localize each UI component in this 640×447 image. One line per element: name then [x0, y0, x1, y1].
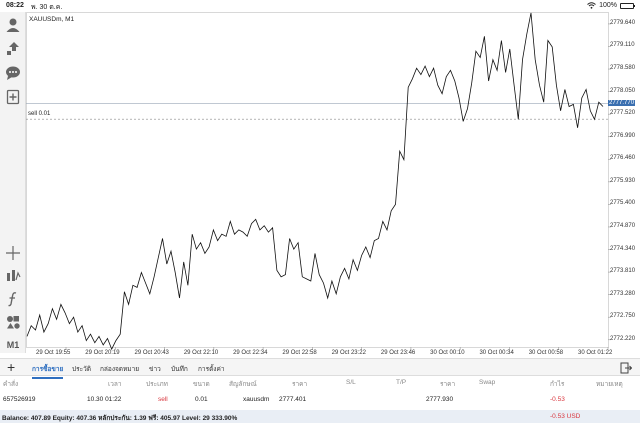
current-price-badge: 2777.770	[608, 99, 636, 106]
row-order: 657526919	[3, 396, 36, 403]
y-tick-label: 2778.050	[610, 87, 636, 94]
header-volume: ขนาด	[193, 381, 210, 388]
x-tick-label: 29 Oct 19:55	[36, 350, 71, 356]
exit-icon[interactable]	[620, 362, 632, 374]
account-icon[interactable]	[4, 16, 22, 34]
status-bar: 08:22 พ. 30 ต.ค. 100%	[0, 0, 640, 12]
wifi-icon	[587, 2, 596, 9]
tab-journal[interactable]: บันทึก	[171, 366, 188, 373]
y-tick-label: 2774.870	[610, 222, 636, 229]
x-tick-label: 29 Oct 20:43	[134, 350, 169, 356]
y-tick-label: 2772.220	[610, 335, 636, 342]
row-current-price: 2777.930	[426, 396, 454, 403]
crosshair-icon[interactable]	[4, 244, 22, 262]
x-tick-label: 30 Oct 00:10	[430, 350, 465, 356]
new-order-icon[interactable]	[4, 88, 22, 106]
price-series-line	[26, 12, 604, 351]
table-row[interactable]: 657526919 10.30 01:22 sell 0.01 xauusdm …	[0, 396, 640, 408]
tab-history[interactable]: ประวัติ	[72, 366, 91, 373]
y-tick-label: 2777.520	[610, 110, 636, 117]
chart-symbol-label: XAUUSDm, M1	[29, 16, 75, 23]
header-price: ราคา	[292, 381, 308, 388]
header-order: คำสั่ง	[3, 381, 19, 388]
x-tick-label: 29 Oct 23:22	[331, 350, 366, 356]
y-tick-label: 2776.990	[610, 132, 636, 139]
header-profit: กำไร	[550, 381, 565, 388]
status-time: 08:22	[6, 2, 24, 9]
header-swap: Swap	[479, 379, 496, 386]
row-type: sell	[158, 396, 168, 403]
row-profit: -0.53	[550, 396, 565, 403]
balance-summary: Balance: 407.89 Equity: 407.36 หลักประกั…	[2, 415, 238, 422]
tab-news[interactable]: ข่าว	[149, 366, 161, 373]
row-price: 2777.401	[279, 396, 307, 403]
function-icon[interactable]	[4, 290, 22, 308]
status-right: 100%	[587, 2, 635, 9]
tab-mailbox[interactable]: กล่องจดหมาย	[100, 366, 140, 373]
y-tick-label: 2772.750	[610, 313, 636, 320]
x-tick-label: 29 Oct 22:10	[183, 350, 219, 356]
header-current-price: ราคา	[440, 381, 456, 388]
battery-icon	[620, 2, 635, 9]
y-tick-label: 2779.110	[610, 42, 635, 49]
y-tick-label: 2773.810	[610, 268, 636, 275]
price-chart[interactable]: XAUUSDm, M1 sell 0.01 2779.640 2779.110 27…	[26, 12, 640, 357]
row-symbol: xauusdm	[243, 396, 270, 403]
header-type: ประเภท	[146, 381, 168, 388]
status-date: พ. 30 ต.ค.	[31, 4, 63, 11]
header-tp: T/P	[396, 379, 407, 386]
y-tick-label: 2776.460	[610, 155, 636, 162]
left-toolbar: M1	[0, 12, 26, 353]
y-tick-label: 2779.640	[610, 19, 636, 26]
sell-order-label: sell 0.01	[28, 111, 51, 118]
row-volume: 0.01	[195, 396, 208, 403]
terminal-tabs: + การซื้อขาย ประวัติ กล่องจดหมาย ข่าว บั…	[0, 358, 640, 379]
x-tick-label: 29 Oct 22:34	[233, 350, 268, 356]
y-tick-label: 2774.340	[610, 245, 636, 252]
x-tick-label: 29 Oct 23:46	[380, 350, 416, 356]
y-tick-label: 2778.580	[610, 65, 636, 72]
indicators-icon[interactable]	[4, 267, 22, 285]
x-tick-label: 29 Oct 20:19	[85, 350, 120, 356]
objects-icon[interactable]	[4, 313, 22, 331]
x-tick-label: 30 Oct 01:22	[578, 350, 613, 356]
header-comment: หมายเหตุ	[596, 381, 623, 388]
header-symbol: สัญลักษณ์	[229, 381, 257, 388]
total-profit: -0.53 USD	[550, 413, 581, 420]
x-tick-label: 29 Oct 22:58	[282, 350, 317, 356]
battery-percent: 100%	[599, 2, 617, 9]
timeframe-button[interactable]: M1	[6, 340, 20, 350]
x-tick-label: 30 Oct 00:34	[479, 350, 514, 356]
chart-frame	[26, 12, 609, 348]
header-time: เวลา	[108, 381, 122, 388]
header-sl: S/L	[346, 379, 356, 386]
trade-icon[interactable]	[4, 40, 22, 58]
balance-bar: Balance: 407.89 Equity: 407.36 หลักประกั…	[0, 410, 640, 423]
chart-canvas	[26, 12, 611, 351]
chart-grid	[26, 12, 611, 350]
y-tick-label: 2773.280	[610, 290, 636, 297]
x-tick-label: 30 Oct 00:58	[528, 350, 564, 356]
y-tick-label: 2775.930	[610, 177, 636, 184]
tab-settings[interactable]: การตั้งค่า	[198, 366, 225, 373]
add-button[interactable]: +	[7, 359, 16, 375]
row-time: 10.30 01:22	[87, 396, 122, 403]
orders-table-header: คำสั่ง เวลา ประเภท ขนาด สัญลักษณ์ ราคา S…	[0, 379, 640, 391]
chat-icon[interactable]	[4, 64, 22, 82]
tab-trade[interactable]: การซื้อขาย	[32, 366, 64, 379]
y-tick-label: 2775.400	[610, 200, 636, 207]
